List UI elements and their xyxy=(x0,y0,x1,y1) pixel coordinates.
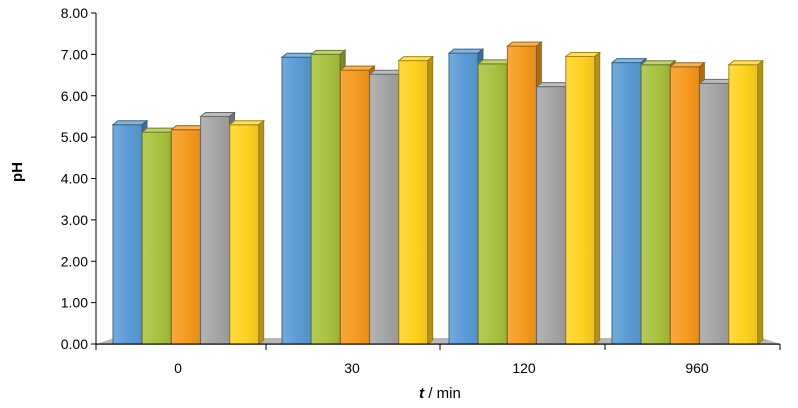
bar xyxy=(228,119,266,345)
bar-front xyxy=(229,124,260,345)
bar-front xyxy=(565,55,596,345)
bar-front xyxy=(398,60,429,345)
bar-top xyxy=(338,65,376,71)
y-tick-label: 2.00 xyxy=(61,253,88,269)
bar-front xyxy=(640,64,671,345)
bar-front xyxy=(506,45,537,345)
bar-top xyxy=(610,58,648,64)
y-tick-label: 3.00 xyxy=(61,212,88,228)
x-tick-label: 120 xyxy=(512,360,536,376)
bar-top xyxy=(309,49,347,55)
bar-side xyxy=(594,51,601,345)
bar-front xyxy=(141,131,172,345)
bar-front xyxy=(369,73,400,345)
bar-top xyxy=(727,60,765,66)
bar-top xyxy=(564,51,602,57)
bar-front xyxy=(448,52,479,345)
x-axis-title: t / min xyxy=(419,385,461,402)
bar xyxy=(564,51,602,345)
bar-front xyxy=(669,66,700,345)
bar-front xyxy=(170,129,201,345)
bar-front xyxy=(339,69,370,345)
bar-front xyxy=(112,124,143,345)
bar-side xyxy=(757,59,764,345)
bar-top xyxy=(199,111,237,117)
bar-top xyxy=(447,48,485,54)
y-tick-label: 1.00 xyxy=(61,295,88,311)
y-tick-label: 8.00 xyxy=(61,5,88,21)
bar-top xyxy=(668,62,706,68)
y-axis-title: pH xyxy=(9,162,26,182)
bar-top xyxy=(111,120,149,126)
x-axis-variable: t xyxy=(419,385,425,402)
bar-top xyxy=(505,41,543,47)
y-tick-label: 0.00 xyxy=(61,336,88,352)
floor-plane xyxy=(96,338,780,344)
x-tick-label: 0 xyxy=(174,360,182,376)
bar-front xyxy=(699,82,730,345)
y-tick-label: 6.00 xyxy=(61,88,88,104)
bar-side xyxy=(427,55,434,345)
bar-front xyxy=(310,53,341,345)
bar-side xyxy=(258,119,265,345)
bar-front xyxy=(477,63,508,345)
x-axis-unit: / min xyxy=(424,385,461,402)
x-tick-label: 30 xyxy=(344,360,360,376)
bar-front xyxy=(728,64,759,345)
bar-top xyxy=(228,120,266,126)
bar-front xyxy=(200,115,231,345)
bar-front xyxy=(611,62,642,345)
axes: 0.00 1.00 2.00 3.00 4.00 5.00 6.00 7.00 8.00 0 30 1… xyxy=(61,5,781,376)
y-tick-label: 5.00 xyxy=(61,129,88,145)
y-tick-label: 4.00 xyxy=(61,171,88,187)
bars xyxy=(111,41,765,345)
bar-front xyxy=(281,56,312,345)
y-tick-label: 7.00 xyxy=(61,46,88,62)
bar-top xyxy=(397,56,435,62)
bar xyxy=(727,59,765,345)
bar-top xyxy=(639,60,677,66)
x-tick-label: 960 xyxy=(685,360,709,376)
bar xyxy=(397,55,435,345)
bar-front xyxy=(536,86,567,345)
